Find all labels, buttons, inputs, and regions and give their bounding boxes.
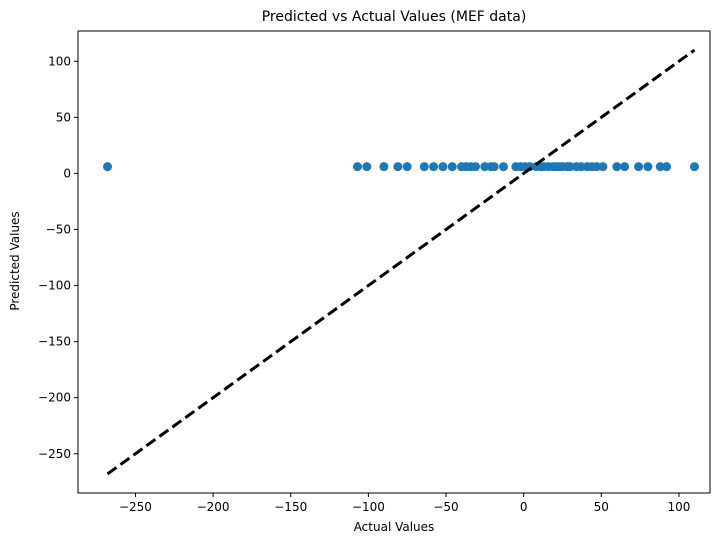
y-tick-label: 100 [48,54,71,68]
data-point [565,162,575,172]
data-point [576,162,586,172]
data-point [379,162,389,172]
data-point [655,162,665,172]
data-point [471,162,481,172]
data-point [480,162,490,172]
x-tick-label: −50 [433,500,458,514]
data-point [498,162,508,172]
data-point [419,162,429,172]
data-point [393,162,403,172]
y-tick-label: 0 [63,166,71,180]
plot-area [77,30,711,494]
data-point [643,162,653,172]
data-point [689,162,699,172]
data-point [489,162,499,172]
data-points [103,162,699,172]
x-axis-label: Actual Values [354,520,435,534]
data-point [612,162,622,172]
y-tick-label: −150 [38,335,71,349]
y-tick-label: −250 [38,447,71,461]
data-point [438,162,448,172]
data-point [662,162,672,172]
chart-title: Predicted vs Actual Values (MEF data) [262,9,527,25]
y-axis: −250 −200 −150 −100 −50 0 50 100 [38,54,78,461]
y-tick-label: −200 [38,391,71,405]
data-point [402,162,412,172]
x-tick-label: −200 [197,500,230,514]
x-tick-label: −250 [119,500,152,514]
data-point [362,162,372,172]
plot-frame [77,30,711,494]
y-tick-label: 50 [56,110,71,124]
data-point [447,162,457,172]
data-point [103,162,113,172]
data-point [598,162,608,172]
data-point [620,162,630,172]
data-point [353,162,363,172]
y-tick-label: −50 [46,222,71,236]
y-axis-label: Predicted Values [8,211,22,310]
x-tick-label: 100 [667,500,690,514]
y-tick-label: −100 [38,279,71,293]
x-axis: −250 −200 −150 −100 −50 0 50 100 [119,493,690,514]
x-tick-label: −100 [352,500,385,514]
reference-line [106,48,696,476]
data-point [634,162,644,172]
x-tick-label: 0 [520,500,528,514]
data-point [592,162,602,172]
x-tick-label: 50 [594,500,609,514]
x-tick-label: −150 [274,500,307,514]
data-point [429,162,439,172]
